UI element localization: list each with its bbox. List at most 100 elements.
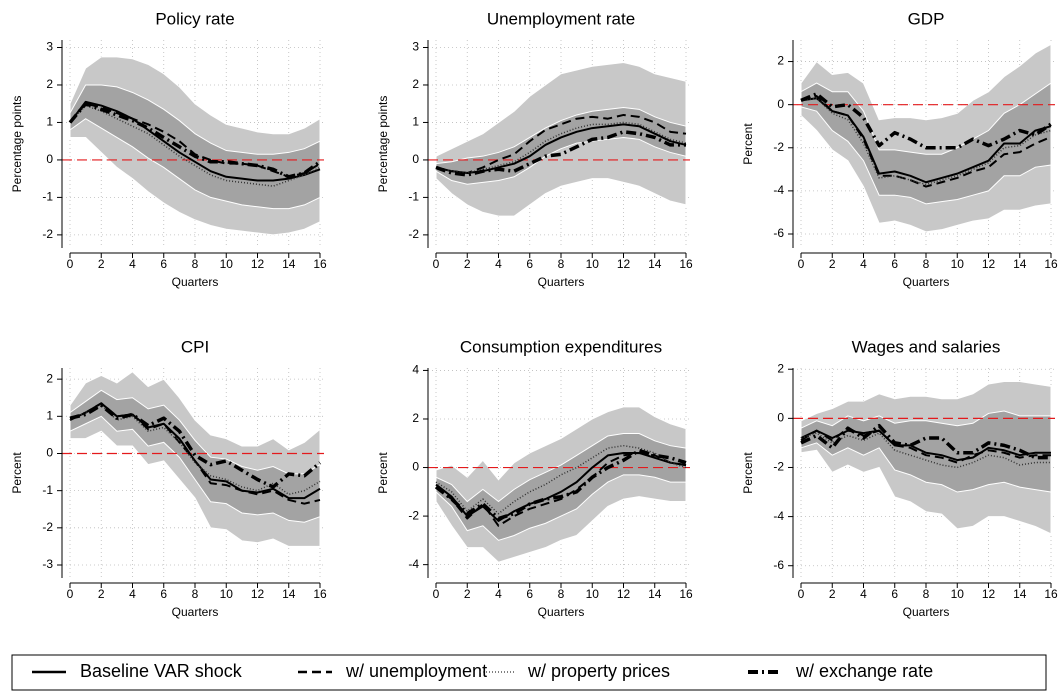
y-tick-label: 0: [412, 152, 419, 166]
y-axis-label: Percentage points: [10, 96, 24, 193]
legend-label: w/ exchange rate: [795, 661, 933, 681]
confidence-band: [69, 84, 321, 210]
series-line: [435, 113, 687, 175]
series-line: [69, 100, 321, 182]
y-axis-label: Percent: [741, 452, 755, 494]
y-tick-label: -4: [408, 557, 419, 571]
series-line: [69, 104, 321, 187]
x-tick-label: 6: [891, 257, 898, 271]
x-tick-label: 8: [558, 587, 565, 601]
panel: Consumption expenditures -4 -2 0 2 4 0 2 4 6 8 10 12…: [376, 337, 693, 619]
x-tick-label: 14: [282, 257, 296, 271]
y-tick-label: -1: [42, 483, 53, 497]
x-tick-label: 14: [282, 587, 296, 601]
y-tick-label: 3: [46, 40, 53, 54]
x-tick-label: 16: [1044, 257, 1058, 271]
confidence-band: [69, 389, 321, 523]
y-tick-label: -6: [773, 558, 784, 572]
y-tick-label: 0: [777, 411, 784, 425]
x-tick-label: 10: [951, 587, 965, 601]
x-tick-label: 12: [982, 587, 996, 601]
x-tick-label: 14: [648, 587, 662, 601]
legend-box: [11, 654, 1047, 691]
x-tick-label: 12: [617, 257, 631, 271]
x-tick-label: 6: [160, 257, 167, 271]
series-line: [800, 95, 1052, 188]
x-tick-label: 6: [526, 257, 533, 271]
y-tick-label: -4: [773, 509, 784, 523]
x-axis-label: Quarters: [172, 275, 219, 289]
x-tick-label: 14: [1013, 587, 1027, 601]
panel-title: GDP: [908, 9, 945, 28]
y-axis-label: Percent: [10, 452, 24, 494]
y-tick-label: 1: [46, 115, 53, 129]
x-tick-label: 16: [313, 587, 327, 601]
x-tick-label: 12: [617, 587, 631, 601]
panel-title: Policy rate: [155, 9, 234, 28]
y-tick-label: 2: [46, 371, 53, 385]
y-tick-label: 4: [412, 363, 419, 377]
y-tick-label: -4: [773, 183, 784, 197]
y-tick-label: 2: [777, 54, 784, 68]
confidence-band: [435, 106, 687, 185]
panel: GDP -6 -4 -2 0 2 0 2 4 6 8 10 12 14 16 Quarters Percent: [741, 9, 1058, 289]
series-line: [68, 101, 322, 179]
y-tick-label: 2: [46, 77, 53, 91]
panel-title: Consumption expenditures: [460, 337, 662, 356]
y-tick-label: 2: [777, 361, 784, 375]
y-tick-label: 0: [46, 152, 53, 166]
x-axis-label: Quarters: [903, 275, 950, 289]
x-axis-label: Quarters: [538, 275, 585, 289]
x-axis-label: Quarters: [903, 605, 950, 619]
x-tick-label: 0: [67, 257, 74, 271]
legend-label: w/ property prices: [527, 661, 670, 681]
y-tick-label: 0: [412, 460, 419, 474]
x-tick-label: 2: [829, 257, 836, 271]
x-tick-label: 10: [586, 257, 600, 271]
confidence-band: [800, 82, 1052, 205]
x-tick-label: 2: [98, 257, 105, 271]
x-tick-label: 12: [251, 257, 265, 271]
x-tick-label: 0: [798, 587, 805, 601]
y-tick-label: 2: [412, 77, 419, 91]
y-tick-label: -2: [408, 227, 419, 241]
x-tick-label: 6: [526, 587, 533, 601]
x-tick-label: 0: [67, 587, 74, 601]
series-line: [800, 432, 1051, 469]
x-tick-label: 4: [129, 587, 136, 601]
legend-label: w/ unemployment: [345, 661, 487, 681]
x-tick-label: 8: [192, 257, 199, 271]
x-tick-label: 16: [1044, 587, 1058, 601]
y-axis-label: Percent: [741, 123, 755, 165]
y-tick-label: -1: [42, 190, 53, 204]
y-tick-label: -2: [42, 520, 53, 534]
x-tick-label: 8: [558, 257, 565, 271]
x-tick-label: 4: [495, 257, 502, 271]
series-line: [69, 403, 322, 489]
series-line: [435, 130, 686, 177]
panel: Wages and salaries -6 -4 -2 0 2 0 2 4 6 8 10 12 14 16 Q…: [741, 337, 1058, 619]
y-tick-label: 0: [46, 446, 53, 460]
series-line: [800, 92, 1052, 150]
x-tick-label: 6: [891, 587, 898, 601]
x-tick-label: 12: [251, 587, 265, 601]
x-tick-label: 2: [98, 587, 105, 601]
x-tick-label: 2: [829, 587, 836, 601]
x-tick-label: 12: [982, 257, 996, 271]
legend-label: Baseline VAR shock: [80, 661, 243, 681]
y-tick-label: 2: [412, 411, 419, 425]
series-line: [800, 423, 1051, 460]
x-tick-label: 0: [433, 587, 440, 601]
panel-title: CPI: [181, 337, 209, 356]
y-axis-label: Percentage points: [376, 96, 390, 193]
x-tick-label: 2: [464, 587, 471, 601]
x-tick-label: 10: [220, 257, 234, 271]
panel-title: Wages and salaries: [852, 337, 1001, 356]
x-tick-label: 10: [586, 587, 600, 601]
y-tick-label: -1: [408, 190, 419, 204]
x-tick-label: 4: [860, 587, 867, 601]
y-axis-label: Percent: [376, 452, 390, 494]
